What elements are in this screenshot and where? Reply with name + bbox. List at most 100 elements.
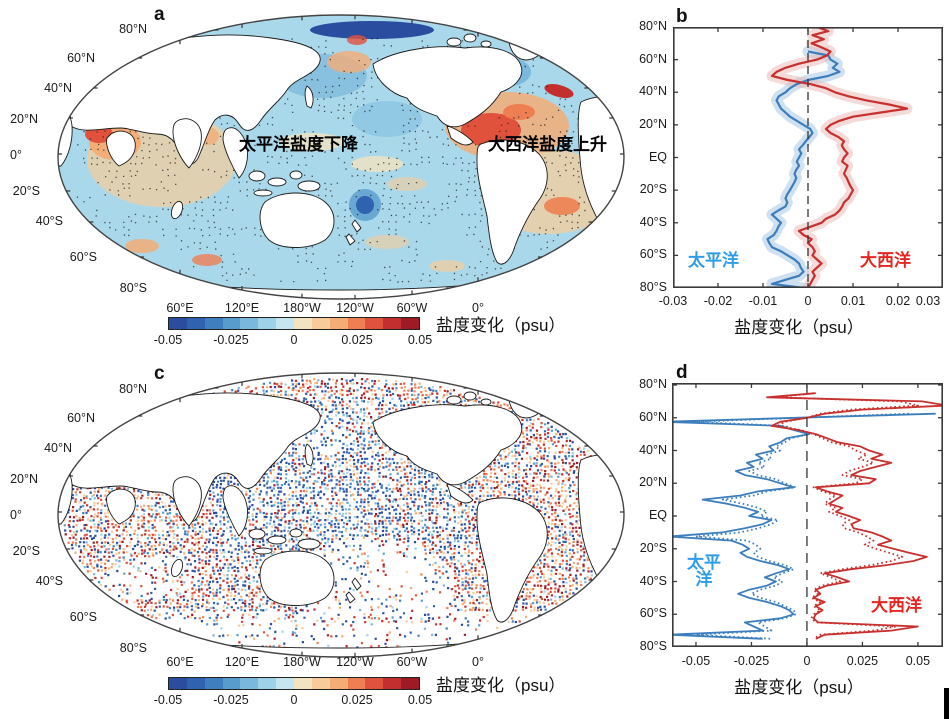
colorbar-segment — [186, 318, 205, 329]
chart-d-x-tick-label: 0.05 — [905, 654, 931, 668]
pacific-decrease-annotation: 太平洋盐度下降 — [239, 135, 358, 154]
colorbar-segment — [222, 318, 241, 329]
colorbar-a — [168, 317, 420, 330]
colorbar-c-tick-label: 0 — [290, 693, 298, 707]
panel-b-label: b — [676, 6, 688, 27]
chart-d-y-tick-label: 40°S — [639, 573, 667, 588]
colorbar-segment — [347, 318, 366, 329]
map-a-canvas — [57, 14, 625, 300]
map-c-lat-tick-label: 20°N — [10, 472, 38, 486]
chart-d-x-title: 盐度变化（psu） — [734, 678, 864, 697]
colorbar-c-tick-label: -0.05 — [153, 693, 183, 707]
colorbar-segment — [294, 318, 312, 329]
chart-b-y-tick-label: 80°S — [639, 280, 667, 294]
colorbar-c — [168, 677, 420, 690]
colorbar-segment — [383, 318, 402, 329]
chart-d-pacific-label: 太平洋 — [684, 554, 724, 588]
chart-d-y-tick-label: 80°S — [639, 639, 667, 653]
chart-b-y-tick-label: EQ — [648, 149, 667, 164]
chart-d-y-tick-label: 20°S — [639, 540, 667, 555]
colorbar-segment — [186, 678, 205, 689]
colorbar-segment — [329, 678, 348, 689]
panel-a-label: a — [154, 4, 165, 25]
map-c-canvas — [57, 372, 625, 658]
chart-b-pacific-label: 太平洋 — [688, 251, 739, 270]
colorbar-segment — [204, 318, 223, 329]
chart-b-y-tick-label: 60°S — [639, 247, 667, 262]
chart-d-x-tick-label: -0.025 — [733, 654, 770, 668]
chart-d-y-tick-label: EQ — [648, 508, 667, 522]
map-c-lat-tick-label: 20°S — [12, 544, 40, 558]
chart-d-x-tick-label: 0.025 — [846, 654, 879, 668]
chart-b-x-tick-label: 0.01 — [840, 294, 866, 308]
colorbar-segment — [401, 678, 420, 689]
map-a-lat-tick-label: 60°N — [67, 51, 95, 65]
chart-b-atlantic-label: 大西洋 — [860, 251, 911, 270]
map-a-lat-tick-label: 40°N — [44, 81, 72, 95]
map-a-lat-tick-label: 20°N — [10, 112, 38, 126]
map-c-lon-tick-label: 60°E — [166, 655, 194, 669]
chart-b-y-tick-label: 40°N — [639, 84, 667, 99]
colorbar-a-tick-label: -0.05 — [153, 333, 183, 347]
colorbar-segment — [401, 318, 420, 329]
chart-b-y-tick-label: 20°N — [639, 116, 667, 131]
colorbar-segment — [329, 318, 348, 329]
colorbar-segment — [276, 678, 295, 689]
colorbar-segment — [240, 318, 259, 329]
map-a-lat-tick-label: 0° — [10, 148, 22, 162]
chart-b-y-tick-label: 80°N — [639, 19, 667, 33]
chart-b-y-tick-label: 20°S — [639, 182, 667, 197]
chart-d-y-tick-label: 60°N — [639, 409, 667, 424]
colorbar-segment — [204, 678, 223, 689]
map-c-lon-tick-label: 120°E — [224, 655, 260, 669]
colorbar-segment — [294, 678, 312, 689]
chart-b-canvas — [673, 27, 943, 288]
colorbar-c-title: 盐度变化（psu） — [436, 676, 566, 695]
chart-b-x-tick-label: -0.03 — [658, 294, 688, 308]
chart-b-x-tick-label: -0.02 — [703, 294, 733, 308]
chart-d-pacific-solid-line — [672, 412, 936, 640]
colorbar-c-tick-label: 0.05 — [407, 693, 433, 707]
chart-d-atlantic-solid-line — [766, 392, 943, 640]
chart-d-canvas — [672, 383, 943, 647]
panel-c-label: c — [154, 363, 165, 384]
chart-d-atlantic-label: 大西洋 — [871, 596, 922, 615]
chart-b-x-title: 盐度变化（psu） — [734, 318, 864, 337]
colorbar-a-title: 盐度变化（psu） — [436, 316, 566, 335]
chart-d-pacific-label-line1: 太平 — [687, 553, 721, 572]
colorbar-segment — [383, 678, 402, 689]
colorbar-a-tick-label: -0.025 — [213, 333, 249, 347]
map-a-lon-tick-label: 120°W — [336, 301, 374, 315]
map-a-lon-tick-label: 60°W — [396, 301, 428, 315]
chart-d-x-tick-label: 0 — [803, 654, 811, 668]
colorbar-segment — [169, 318, 187, 329]
map-c-lat-tick-label: 60°S — [69, 610, 97, 624]
map-a-lon-tick-label: 60°E — [166, 301, 194, 315]
chart-d-x-tick-label: -0.05 — [681, 654, 711, 668]
map-a-lon-tick-label: 120°E — [224, 301, 260, 315]
map-c-lat-tick-label: 80°S — [119, 641, 147, 655]
map-c-lat-tick-label: 40°S — [35, 574, 63, 588]
chart-b-x-tick-label: 0.03 — [915, 294, 941, 308]
colorbar-segment — [258, 678, 277, 689]
map-c-lon-tick-label: 120°W — [336, 655, 374, 669]
colorbar-segment — [240, 678, 259, 689]
chart-d-y-tick-label: 80°N — [639, 377, 667, 391]
chart-b-pacific-solid-line — [766, 50, 841, 288]
colorbar-segment — [365, 678, 384, 689]
colorbar-segment — [311, 318, 330, 329]
map-a-lat-tick-label: 80°N — [119, 22, 147, 36]
map-c-lat-tick-label: 80°N — [119, 382, 147, 396]
chart-b-x-tick-label: 0 — [804, 294, 812, 308]
map-a-lon-tick-label: 180°W — [283, 301, 321, 315]
colorbar-segment — [365, 318, 384, 329]
map-a-lat-tick-label: 80°S — [119, 281, 147, 295]
map-a-lon-tick-label: 0° — [472, 301, 484, 315]
colorbar-segment — [258, 318, 277, 329]
colorbar-a-tick-label: 0.025 — [341, 333, 373, 347]
atlantic-increase-annotation: 大西洋盐度上升 — [488, 135, 607, 154]
chart-b-y-tick-label: 60°N — [639, 51, 667, 66]
chart-d-y-tick-label: 40°N — [639, 442, 667, 457]
chart-d-y-tick-label: 20°N — [639, 475, 667, 490]
